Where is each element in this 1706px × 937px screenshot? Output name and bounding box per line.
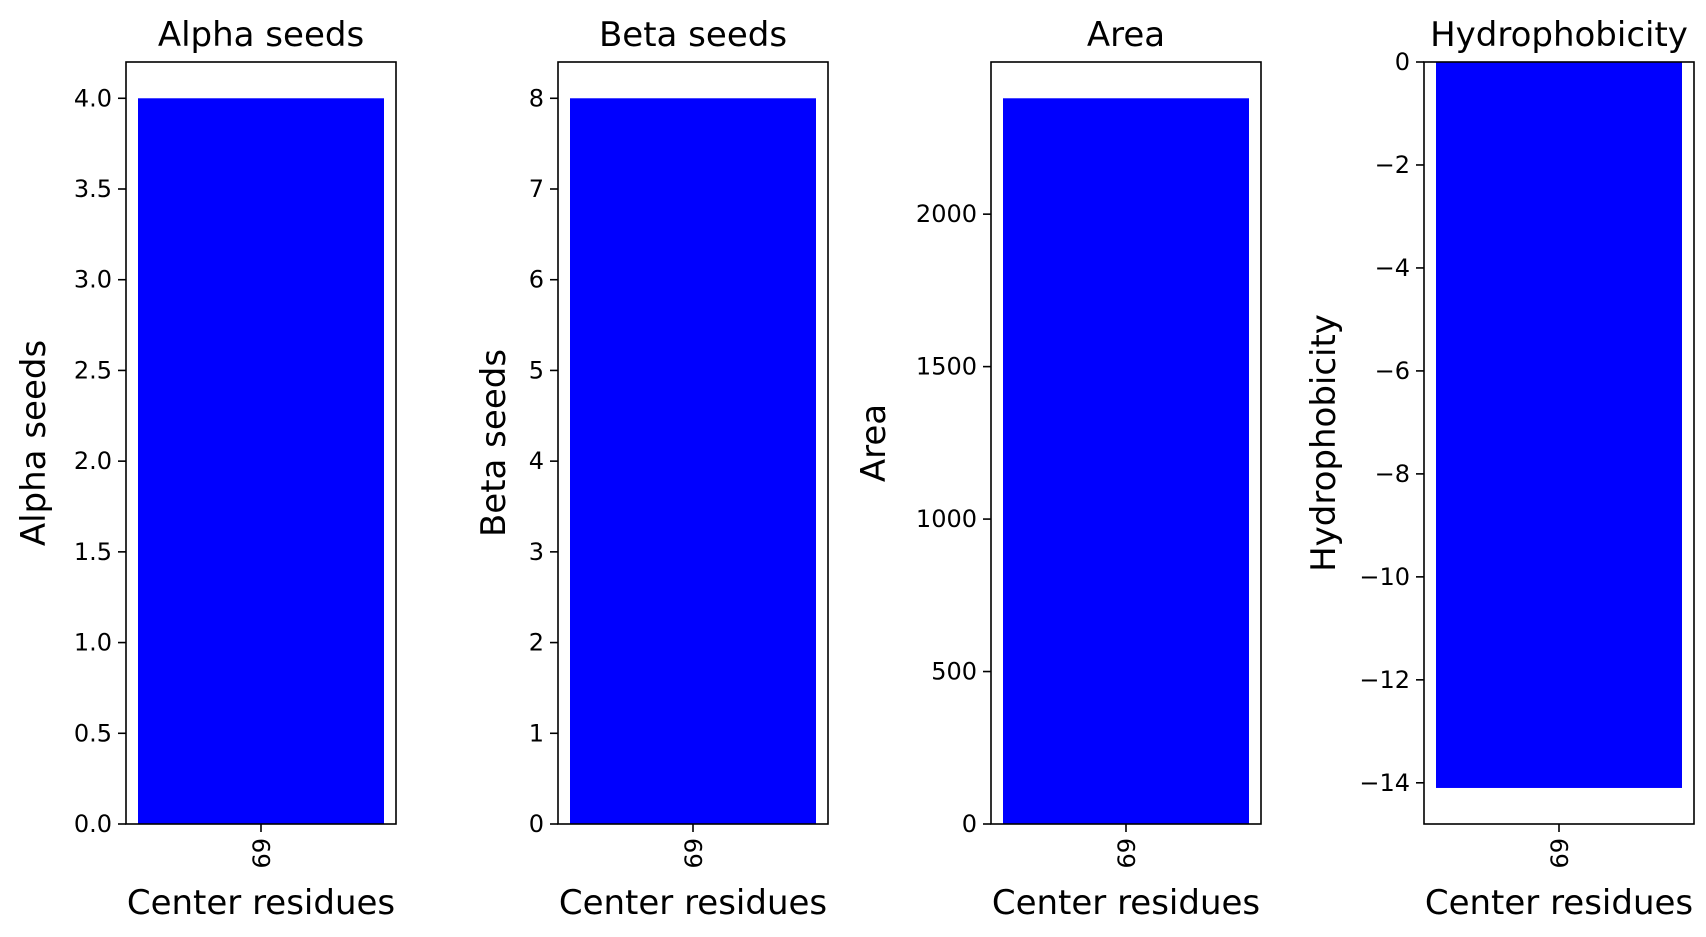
x-tick-label: 69 — [1113, 838, 1141, 869]
y-tick-label: 0 — [529, 810, 544, 838]
y-tick-label: −12 — [1359, 666, 1410, 694]
y-tick-label: 500 — [931, 658, 977, 686]
y-tick-label: 2000 — [916, 200, 977, 228]
y-tick-label: 3.5 — [74, 175, 112, 203]
y-axis-label: Hydrophobicity — [1304, 314, 1344, 572]
bar-69 — [138, 98, 384, 825]
bar-69 — [570, 98, 816, 825]
x-tick-label: 69 — [248, 838, 276, 869]
y-tick-label: 2.0 — [74, 447, 112, 475]
y-tick-label: 0.0 — [74, 810, 112, 838]
y-tick-label: 4.0 — [74, 84, 112, 112]
x-axis-label: Center residues — [127, 883, 395, 923]
chart-title: Beta seeds — [599, 15, 787, 55]
y-tick-label: −10 — [1359, 563, 1410, 591]
y-tick-label: 0 — [1395, 48, 1410, 76]
y-tick-label: 5 — [529, 356, 544, 384]
bar-69 — [1436, 62, 1682, 788]
y-axis-label: Beta seeds — [474, 349, 514, 537]
chart-title: Alpha seeds — [158, 15, 364, 55]
y-tick-label: 2.5 — [74, 356, 112, 384]
y-tick-label: 0 — [962, 810, 977, 838]
x-axis-label: Center residues — [1425, 883, 1693, 923]
x-axis-label: Center residues — [992, 883, 1260, 923]
y-tick-label: 2 — [529, 629, 544, 657]
y-tick-label: 6 — [529, 266, 544, 294]
y-tick-label: 1000 — [916, 505, 977, 533]
y-axis-label: Alpha seeds — [14, 340, 54, 546]
y-tick-label: −6 — [1375, 357, 1410, 385]
y-tick-label: −2 — [1375, 151, 1410, 179]
y-tick-label: 0.5 — [74, 719, 112, 747]
y-tick-label: 4 — [529, 447, 544, 475]
y-tick-label: 1.0 — [74, 629, 112, 657]
chart-title: Area — [1087, 15, 1165, 55]
bar-69 — [1003, 98, 1249, 825]
y-tick-label: −4 — [1375, 254, 1410, 282]
x-axis-label: Center residues — [559, 883, 827, 923]
y-tick-label: 8 — [529, 84, 544, 112]
y-tick-label: 3.0 — [74, 266, 112, 294]
y-tick-label: 1 — [529, 719, 544, 747]
chart-title: Hydrophobicity — [1430, 15, 1688, 55]
y-tick-label: −14 — [1359, 769, 1410, 797]
y-tick-label: 3 — [529, 538, 544, 566]
x-tick-label: 69 — [680, 838, 708, 869]
y-tick-label: 1500 — [916, 353, 977, 381]
y-tick-label: 7 — [529, 175, 544, 203]
y-tick-label: −8 — [1375, 460, 1410, 488]
y-axis-label: Area — [854, 404, 894, 482]
x-tick-label: 69 — [1546, 838, 1574, 869]
y-tick-label: 1.5 — [74, 538, 112, 566]
